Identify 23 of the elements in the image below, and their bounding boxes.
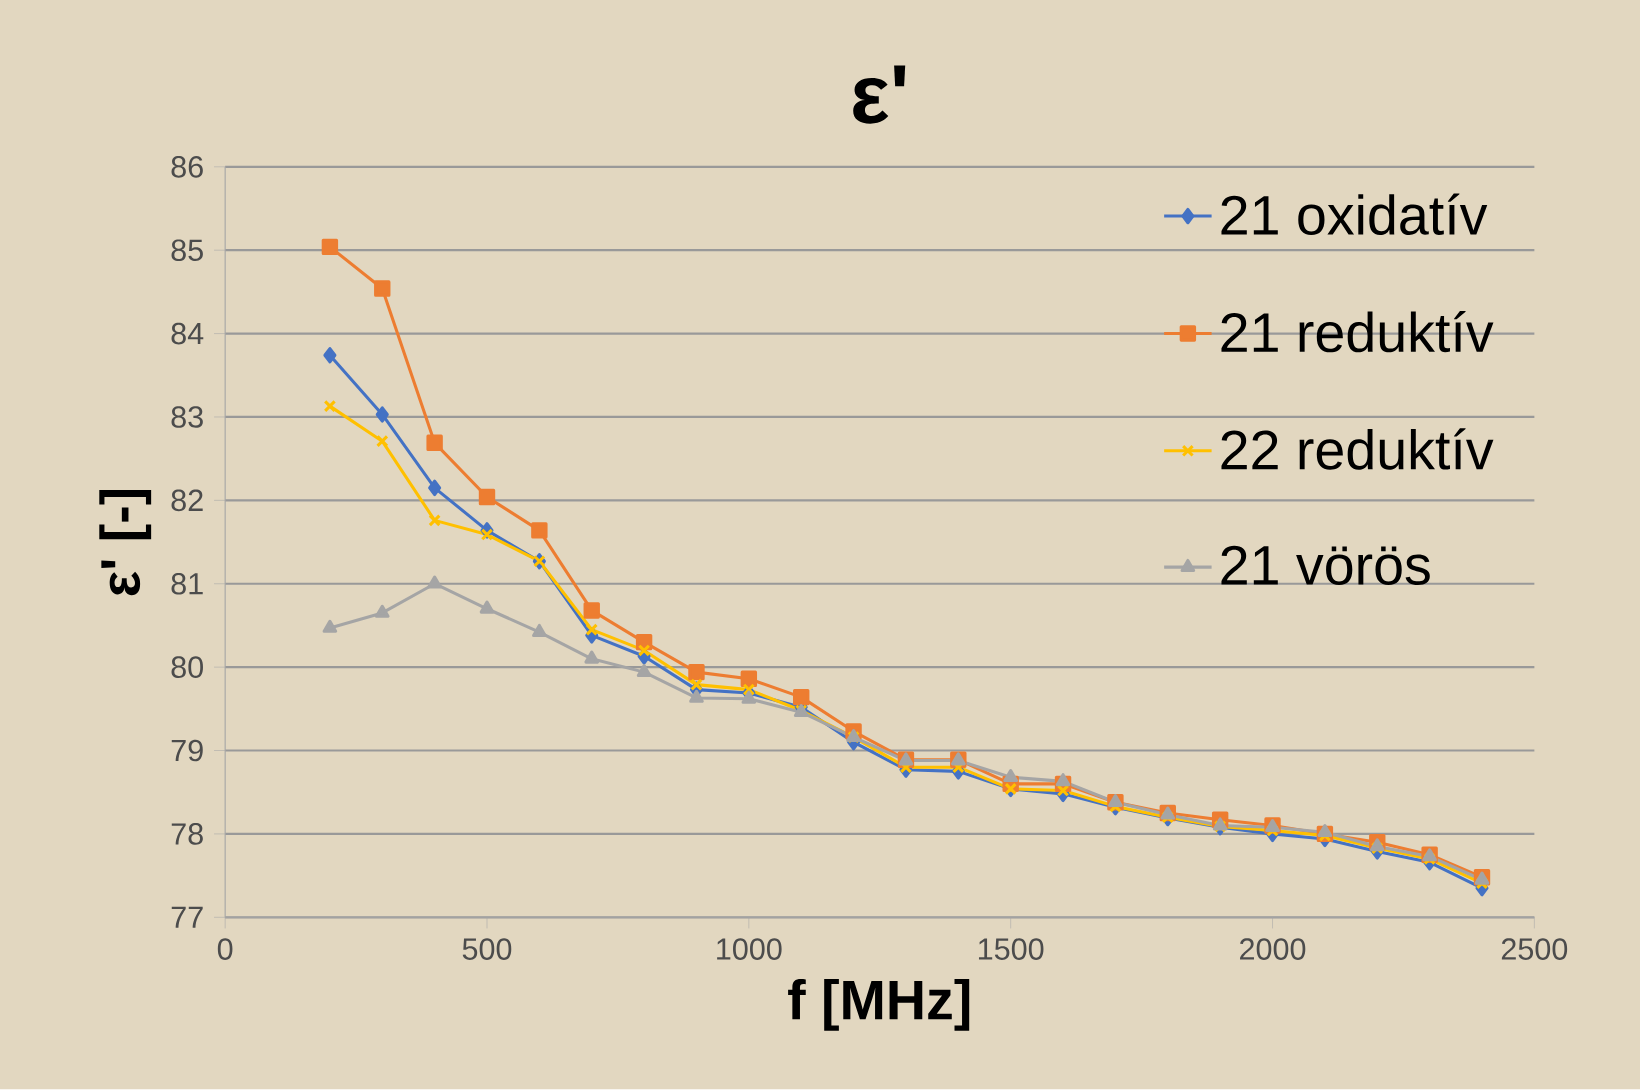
legend-label: 21 reduktív [1221,311,1494,353]
x-tick-label: 500 [462,938,512,961]
x-tick-label: 1000 [717,938,782,961]
y-tick-label: 86 [171,156,203,178]
y-tick-label: 80 [171,656,203,679]
y-tick-label: 78 [171,823,203,845]
legend-label: 22 reduktív [1221,428,1494,470]
x-tick-label: 0 [217,938,233,961]
y-tick-label: 81 [171,573,203,595]
y-tick-label: 85 [171,239,203,262]
chart-title: ε' [853,65,906,124]
y-axis-title: ε' [-] [99,490,152,596]
x-axis-title: f [MHz] [788,979,970,1031]
legend-label: 21 oxidatív [1221,193,1488,236]
y-tick-label: 79 [171,739,203,762]
y-tick-label: 84 [171,322,204,345]
y-tick-label: 77 [171,906,203,928]
x-tick-label: 1500 [978,938,1044,961]
y-tick-label: 83 [171,406,203,428]
x-tick-label: 2500 [1501,938,1568,961]
y-tick-label: 82 [171,489,203,512]
x-tick-label: 2000 [1240,938,1306,961]
legend-label: 21 vörös [1221,545,1430,586]
